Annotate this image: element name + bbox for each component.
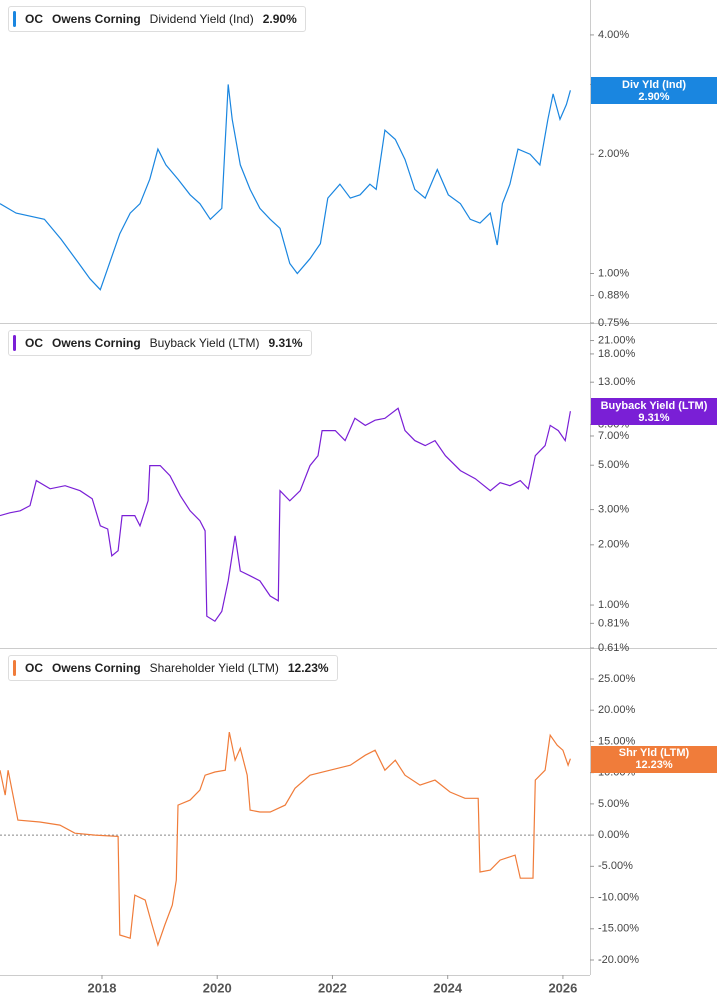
data-line — [0, 731, 571, 947]
series-title: Buyback Yield (LTM) — [149, 336, 260, 350]
y-tick-label: 0.61% — [598, 642, 629, 654]
y-tick-label: 4.00% — [598, 29, 629, 41]
y-tick-label: 5.00% — [598, 798, 629, 810]
y-tick-label: 15.00% — [598, 735, 636, 747]
company: Owens Corning — [52, 336, 141, 350]
y-tick-label: 5.00% — [598, 459, 629, 471]
y-tick-label: 13.00% — [598, 376, 636, 388]
last-value: 12.23% — [287, 661, 329, 675]
company: Owens Corning — [52, 661, 141, 675]
y-tick-label: -20.00% — [598, 954, 639, 966]
last-value: 2.90% — [262, 12, 297, 26]
y-tick-label: 3.00% — [598, 504, 629, 516]
y-tick-label: 0.75% — [598, 317, 629, 329]
x-tick-label: 2020 — [203, 980, 232, 995]
legend-swatch — [13, 11, 16, 27]
y-tick-label: 1.00% — [598, 267, 629, 279]
badge-value: 12.23% — [635, 759, 673, 772]
chart-header: OC Owens Corning Shareholder Yield (LTM) 12… — [8, 655, 338, 681]
last-value-badge: Div Yld (Ind) 2.90% — [591, 77, 717, 105]
x-tick-label: 2024 — [433, 980, 463, 995]
data-line — [0, 407, 571, 623]
y-tick-label: 1.00% — [598, 599, 629, 611]
x-tick-label: 2018 — [88, 980, 117, 995]
ticker: OC — [25, 12, 43, 26]
badge-label: Div Yld (Ind) — [622, 78, 686, 91]
y-tick-label: 18.00% — [598, 348, 636, 360]
y-tick-label: 0.81% — [598, 617, 629, 629]
series-title: Shareholder Yield (LTM) — [149, 661, 279, 675]
last-value-badge: Buyback Yield (LTM) 9.31% — [591, 398, 717, 426]
y-tick-label: 0.88% — [598, 289, 629, 301]
data-line — [0, 84, 571, 291]
y-tick-label: 7.00% — [598, 430, 629, 442]
y-tick-label: 25.00% — [598, 673, 636, 685]
y-tick-label: 2.00% — [598, 539, 629, 551]
last-value-badge: Shr Yld (LTM) 12.23% — [591, 745, 717, 773]
series-title: Dividend Yield (Ind) — [149, 12, 254, 26]
chart-header: OC Owens Corning Dividend Yield (Ind) 2.90% — [8, 6, 306, 32]
ticker: OC — [25, 661, 43, 675]
y-tick-label: -15.00% — [598, 923, 639, 935]
y-tick-label: 21.00% — [598, 334, 636, 346]
x-tick-label: 2022 — [318, 980, 347, 995]
last-value: 9.31% — [268, 336, 303, 350]
y-tick-label: 0.00% — [598, 829, 629, 841]
company: Owens Corning — [52, 12, 141, 26]
y-tick-label: -10.00% — [598, 891, 639, 903]
y-tick-label: 2.00% — [598, 148, 629, 160]
legend-swatch — [13, 660, 16, 676]
y-tick-label: 20.00% — [598, 704, 636, 716]
legend-swatch — [13, 335, 16, 351]
badge-value: 2.90% — [638, 90, 670, 103]
badge-value: 9.31% — [638, 411, 670, 424]
badge-label: Shr Yld (LTM) — [618, 747, 690, 760]
ticker: OC — [25, 336, 43, 350]
y-tick-label: -5.00% — [598, 860, 633, 872]
badge-label: Buyback Yield (LTM) — [600, 399, 708, 412]
chart-header: OC Owens Corning Buyback Yield (LTM) 9.31% — [8, 330, 312, 356]
x-tick-label: 2026 — [548, 980, 577, 995]
